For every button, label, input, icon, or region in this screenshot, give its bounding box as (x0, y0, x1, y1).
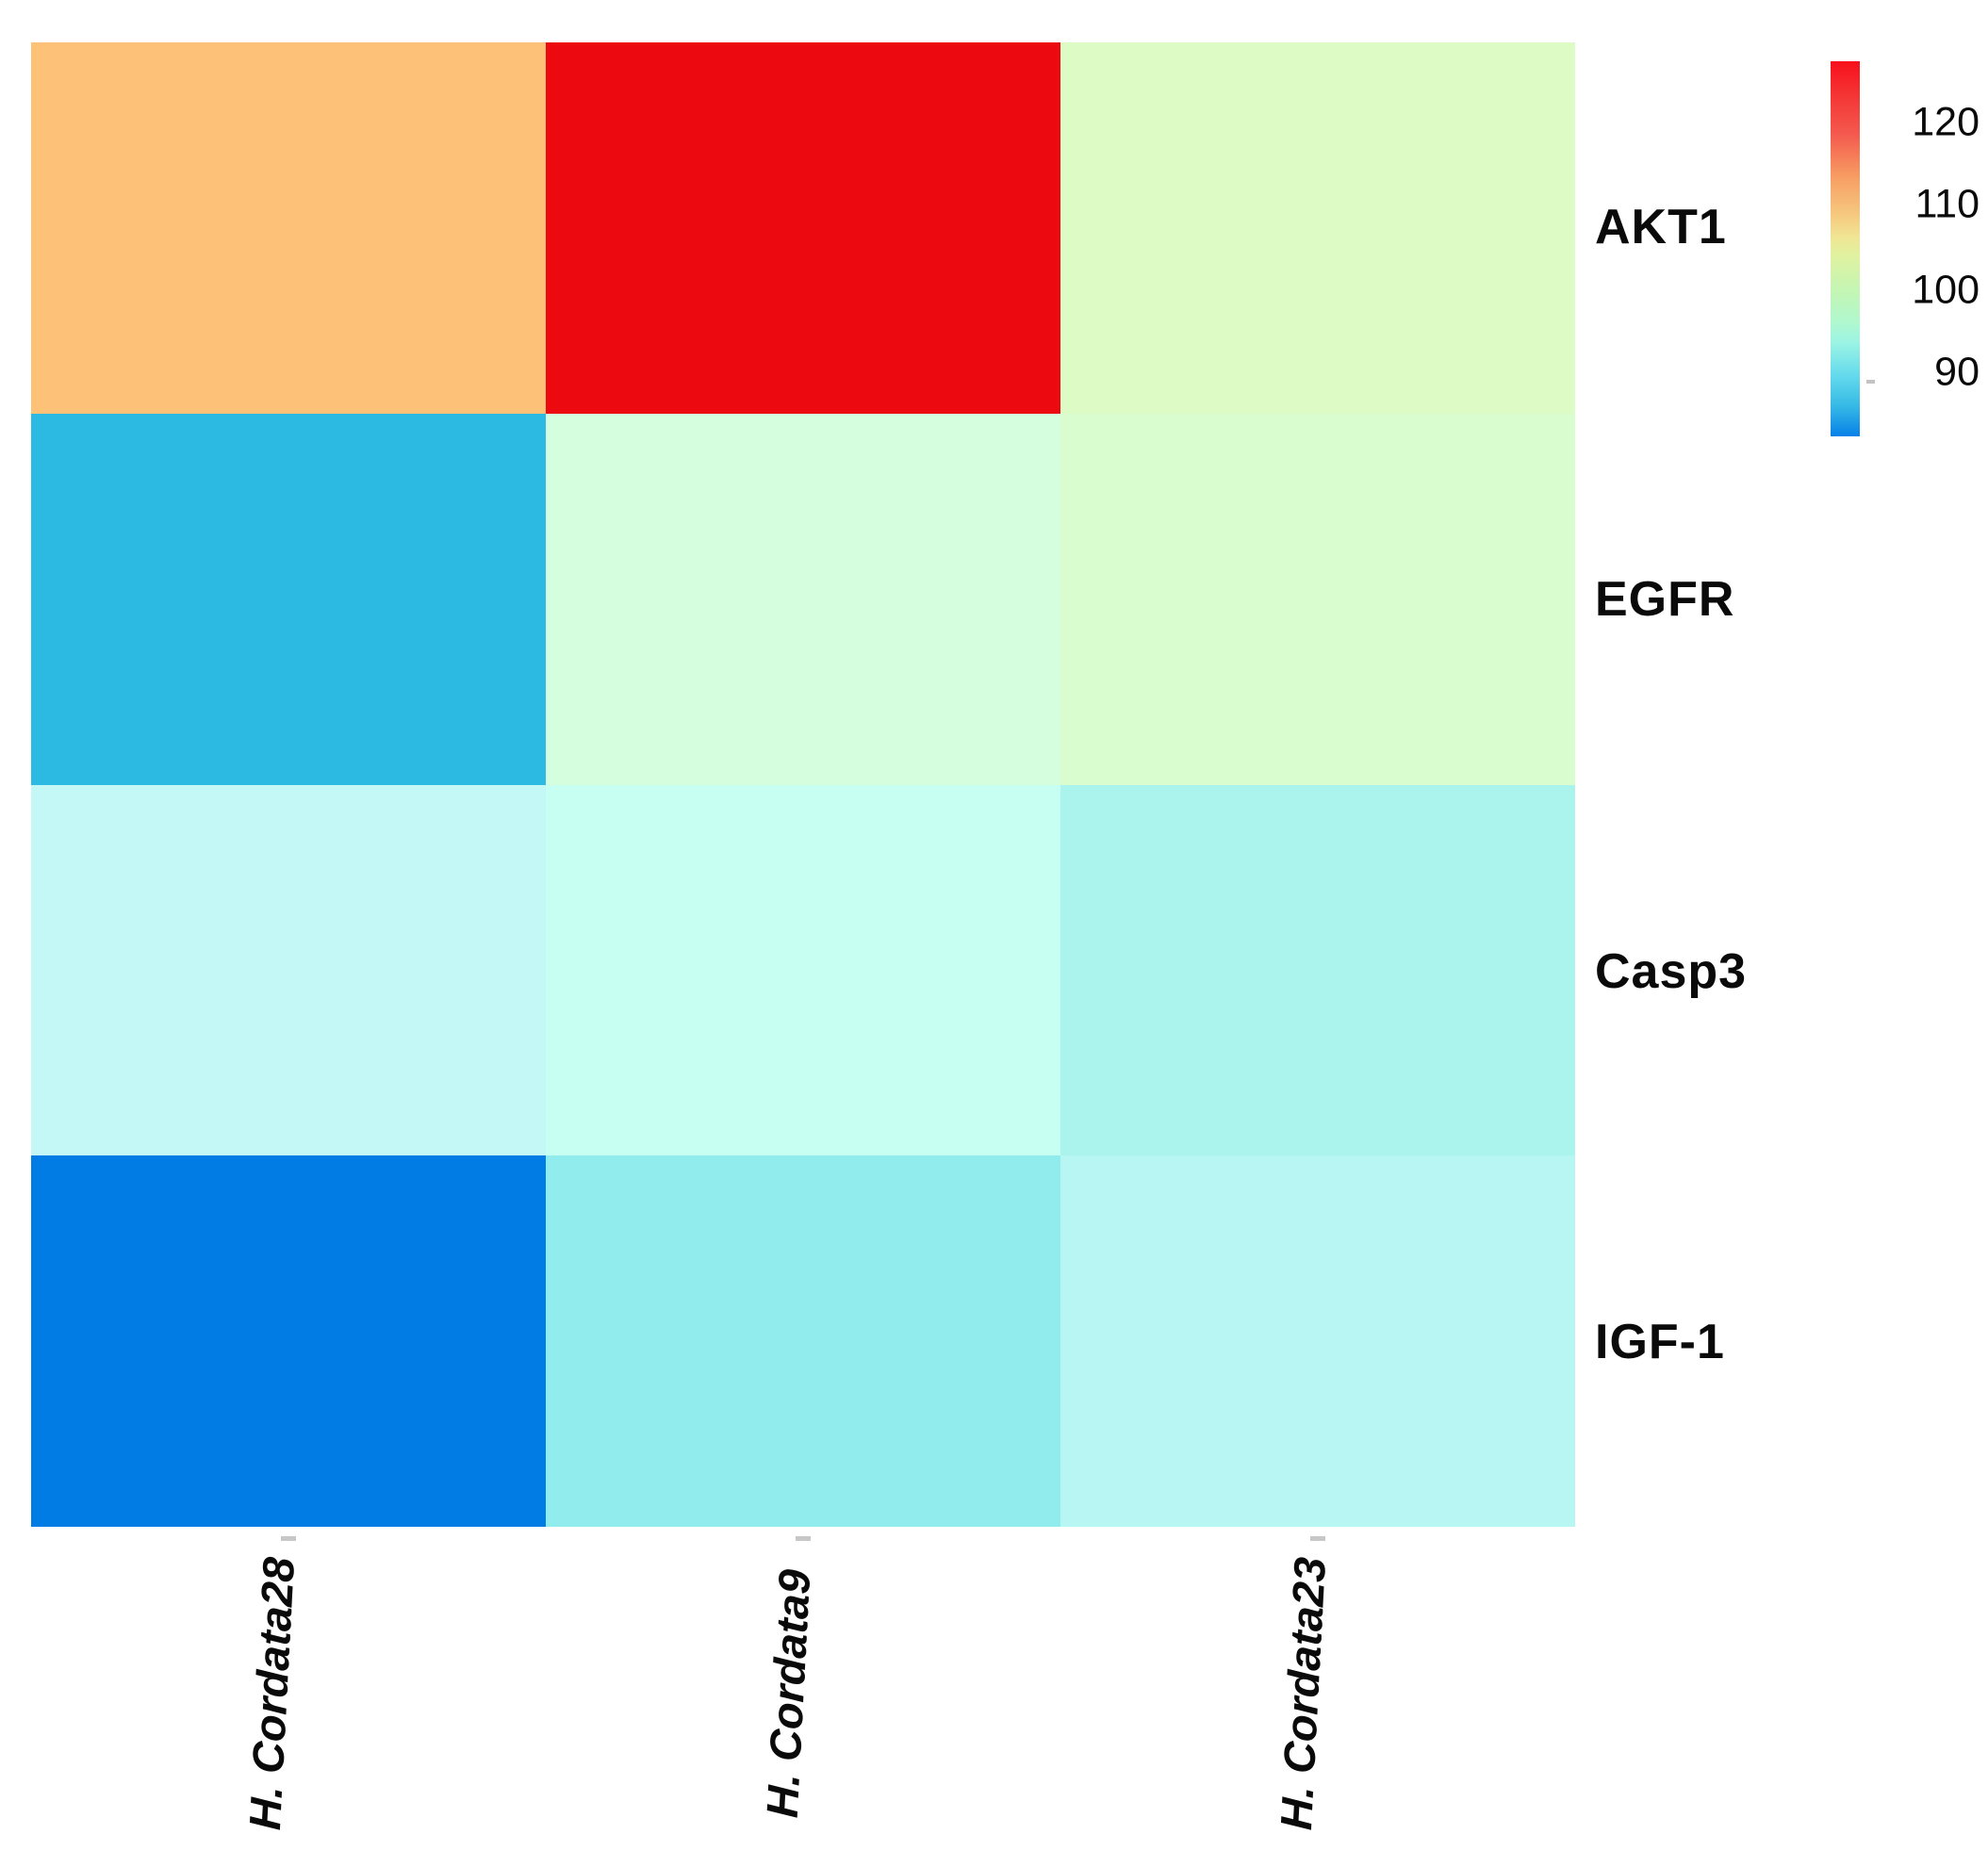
heatmap-cell-casp3-cordata23 (1060, 784, 1575, 1156)
colorbar-gradient (1831, 61, 1860, 436)
column-label-cordata23: H. Cordata23 (1270, 1555, 1336, 1832)
colorbar-minor-tick (1866, 380, 1875, 384)
heatmap-cell-akt1-cordata23 (1060, 42, 1575, 414)
colorbar-tick-90: 90 (1934, 349, 1980, 395)
heatmap-cell-igf1-cordata28 (31, 1155, 546, 1527)
colorbar-tick-100: 100 (1912, 267, 1980, 313)
heatmap-cell-egfr-cordata9 (546, 413, 1060, 785)
x-axis-tick (1310, 1536, 1325, 1541)
heatmap-cell-igf1-cordata9 (546, 1155, 1060, 1527)
heatmap-cell-akt1-cordata28 (31, 42, 546, 414)
colorbar-tick-120: 120 (1912, 99, 1980, 145)
heatmap-cell-egfr-cordata28 (31, 413, 546, 785)
heatmap-cell-casp3-cordata9 (546, 784, 1060, 1156)
heatmap-cell-egfr-cordata23 (1060, 413, 1575, 785)
row-label-egfr: EGFR (1595, 572, 1735, 627)
row-label-akt1: AKT1 (1595, 200, 1727, 254)
x-axis-tick (796, 1536, 811, 1541)
column-label-cordata9: H. Cordata9 (756, 1567, 820, 1820)
heatmap-cell-casp3-cordata28 (31, 784, 546, 1156)
heatmap-grid (31, 42, 1575, 1527)
column-label-cordata28: H. Cordata28 (238, 1555, 304, 1832)
heatmap-cell-akt1-cordata9 (546, 42, 1060, 414)
row-label-igf1: IGF-1 (1595, 1315, 1725, 1369)
x-axis-tick (281, 1536, 296, 1541)
colorbar-tick-110: 110 (1914, 181, 1980, 227)
row-label-casp3: Casp3 (1595, 944, 1748, 999)
heatmap-cell-igf1-cordata23 (1060, 1155, 1575, 1527)
